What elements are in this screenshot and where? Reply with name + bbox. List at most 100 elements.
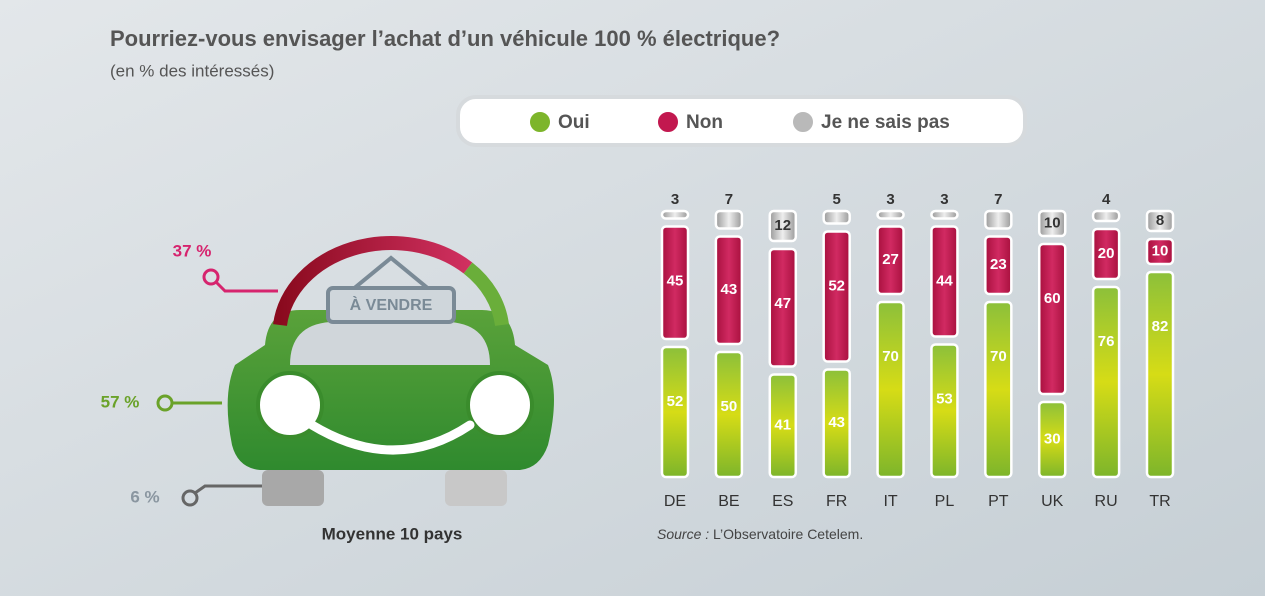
wheel [262, 470, 324, 506]
source-label: Source : [657, 526, 709, 542]
value-label: 12 [774, 217, 791, 234]
value-label: 3 [671, 191, 679, 208]
x-tick-label: IT [883, 493, 897, 510]
sign-text: À VENDRE [350, 295, 433, 314]
smile [307, 420, 475, 455]
sign-hanger [350, 255, 432, 292]
value-label: 70 [990, 348, 1007, 365]
legend-label: Non [686, 112, 723, 133]
avg-non-label: 37 % [173, 241, 212, 260]
bar-segment [1091, 209, 1121, 223]
callout-dot [181, 489, 199, 507]
value-label: 7 [725, 191, 733, 208]
bar-segment [768, 247, 798, 368]
value-label: 7 [994, 191, 1002, 208]
bar-segment [1037, 400, 1067, 479]
bar-segment [1145, 237, 1175, 266]
bar-segment [1145, 209, 1175, 233]
value-label: 76 [1098, 333, 1115, 350]
bar-segment [930, 343, 959, 479]
bar-segment [984, 209, 1013, 230]
legend-box [456, 95, 1027, 147]
value-label: 23 [990, 256, 1007, 273]
callout-line [214, 280, 278, 293]
source: Source : L’Observatoire Cetelem. [657, 526, 863, 542]
wheels [262, 470, 507, 506]
x-tick-label: UK [1041, 493, 1064, 510]
bar-segment [1091, 227, 1121, 281]
car: À VENDRE [227, 236, 555, 506]
source-text: L’Observatoire Cetelem. [713, 526, 863, 542]
bar-segment [714, 350, 744, 479]
x-tick-label: BE [718, 493, 739, 510]
bar-segment [660, 345, 690, 479]
bar-segment [660, 225, 690, 341]
bar-segment [714, 235, 744, 346]
legend-swatch [528, 110, 552, 134]
callout-dot [202, 268, 220, 286]
value-label: 41 [774, 417, 791, 434]
callouts: 37 % 57 % 6 % [101, 241, 278, 507]
avg-oui-label: 57 % [101, 392, 140, 411]
bar-segment [822, 368, 851, 479]
value-label: 70 [882, 348, 899, 365]
bar-segment [1145, 270, 1175, 479]
x-tick-label: ES [772, 493, 793, 510]
bar-segment [822, 230, 851, 363]
value-label: 50 [721, 398, 738, 415]
bar-segment [876, 225, 905, 296]
bar-segment [876, 300, 905, 479]
value-label: 45 [667, 272, 684, 289]
bar-segment [876, 209, 905, 220]
x-tick-label: TR [1149, 493, 1170, 510]
subtitle: (en % des intéressés) [110, 61, 274, 80]
bar-segment [714, 209, 744, 230]
value-label: 20 [1098, 245, 1115, 262]
x-tick-label: PT [988, 493, 1009, 510]
value-label: 47 [774, 295, 791, 312]
headlight [256, 371, 324, 439]
average-label: Moyenne 10 pays [322, 524, 463, 543]
value-label: 60 [1044, 290, 1061, 307]
value-label: 43 [828, 414, 845, 431]
value-label: 30 [1044, 430, 1061, 447]
headlight [466, 371, 534, 439]
windshield [290, 322, 490, 365]
bar-segment [768, 373, 798, 479]
value-label: 5 [832, 191, 840, 208]
legend-swatch [656, 110, 680, 134]
value-label: 43 [721, 281, 738, 298]
value-label: 53 [936, 390, 953, 407]
bar-segment [1037, 209, 1067, 238]
legend-swatch [791, 110, 815, 134]
value-label: 3 [886, 191, 894, 208]
bar-segment [930, 209, 959, 220]
car-roof-oui [463, 262, 509, 327]
callout-line [194, 484, 262, 495]
wheel [445, 470, 507, 506]
sign [326, 286, 456, 324]
x-tick-label: FR [826, 493, 847, 510]
bar-segment [768, 209, 798, 243]
car-roof-non [273, 236, 473, 327]
legend: Oui Non Je ne sais pas [528, 110, 950, 134]
bar-segment [822, 209, 851, 225]
value-label: 27 [882, 251, 899, 268]
title: Pourriez-vous envisager l’achat d’un véh… [110, 26, 780, 51]
avg-nsp-label: 6 % [130, 487, 159, 506]
value-label: 3 [940, 191, 948, 208]
bar-segment [984, 300, 1013, 479]
x-tick-label: RU [1095, 493, 1118, 510]
bars: 52453DE50437BE414712ES43525FR70273IT5344… [660, 191, 1175, 510]
value-label: 4 [1102, 191, 1111, 208]
legend-label: Oui [558, 112, 590, 133]
bar-segment [1091, 285, 1121, 479]
value-label: 10 [1152, 242, 1169, 259]
value-label: 52 [667, 393, 684, 410]
bar-segment [1037, 242, 1067, 396]
value-label: 52 [828, 277, 845, 294]
value-label: 10 [1044, 214, 1061, 231]
x-tick-label: DE [664, 493, 686, 510]
